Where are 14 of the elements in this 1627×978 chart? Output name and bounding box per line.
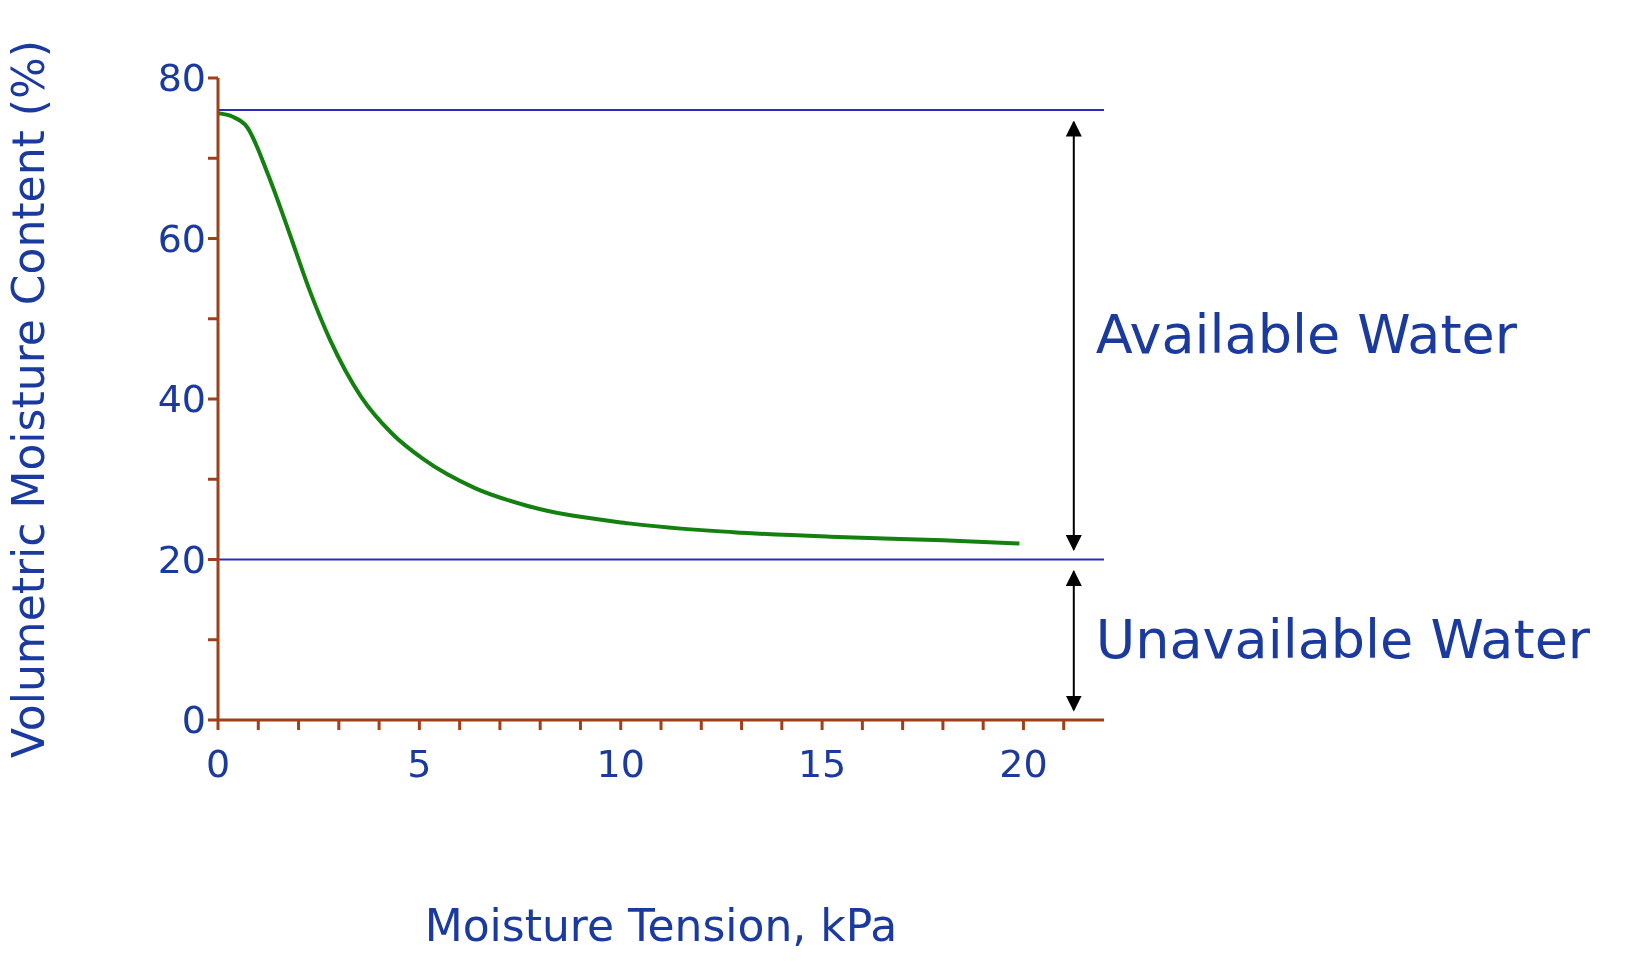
annotation: Available Water: [1095, 301, 1517, 368]
line-series: [218, 111, 1022, 546]
x-tick-label: 20: [999, 741, 1048, 786]
y-tick-label: 80: [157, 56, 206, 101]
y-axis-title: Volumetric Moisture Content (%): [2, 40, 54, 758]
x-tick-label: 15: [797, 741, 847, 786]
y-tick-label: 40: [157, 377, 206, 422]
annotation: Unavailable Water: [1095, 606, 1591, 673]
x-tick-label: 5: [407, 741, 432, 786]
y-tick-label: 60: [157, 216, 206, 261]
y-tick-label: 20: [157, 537, 206, 582]
x-tick-label: 10: [596, 741, 645, 786]
y-tick-label: 0: [181, 698, 206, 743]
x-axis-title: Moisture Tension, kPa: [423, 899, 899, 953]
